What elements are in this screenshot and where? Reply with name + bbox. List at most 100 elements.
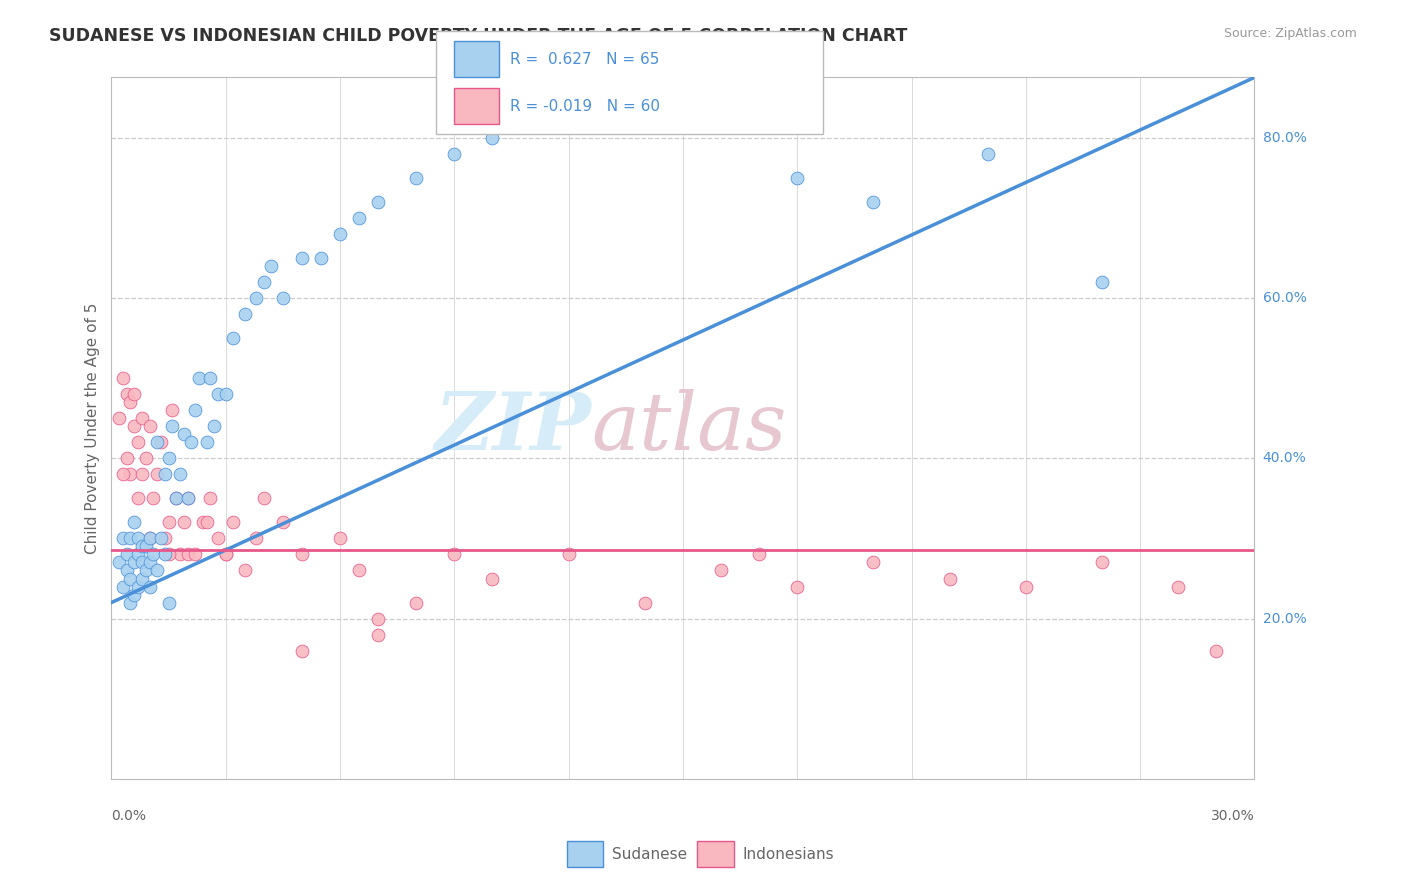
Text: Sudanese: Sudanese: [612, 847, 686, 862]
Point: [138, 532, 160, 546]
Point: [115, 548, 138, 562]
Point: [138, 532, 160, 546]
Point: [634, 596, 657, 610]
Text: 80.0%: 80.0%: [1263, 130, 1306, 145]
Point: [162, 419, 184, 434]
Text: Indonesians: Indonesians: [742, 847, 834, 862]
Point: [253, 275, 276, 289]
Point: [260, 259, 283, 273]
Point: [146, 435, 169, 450]
Point: [329, 532, 352, 546]
Point: [122, 419, 145, 434]
Point: [443, 146, 465, 161]
Point: [142, 548, 165, 562]
Point: [405, 596, 427, 610]
Point: [1091, 556, 1114, 570]
Point: [173, 427, 195, 442]
Point: [153, 548, 176, 562]
Point: [786, 580, 808, 594]
Point: [138, 556, 160, 570]
Point: [131, 467, 153, 482]
Text: 60.0%: 60.0%: [1263, 291, 1306, 305]
Point: [146, 467, 169, 482]
Point: [347, 211, 370, 225]
Text: 20.0%: 20.0%: [1263, 612, 1306, 625]
Point: [122, 556, 145, 570]
Point: [115, 564, 138, 578]
Text: Source: ZipAtlas.com: Source: ZipAtlas.com: [1223, 27, 1357, 40]
Point: [367, 611, 389, 625]
Point: [481, 130, 503, 145]
Point: [271, 291, 294, 305]
Point: [127, 548, 149, 562]
Point: [173, 516, 195, 530]
Point: [191, 516, 214, 530]
Point: [557, 548, 579, 562]
Point: [135, 540, 157, 554]
Point: [291, 251, 314, 265]
Point: [157, 596, 180, 610]
Point: [184, 403, 207, 417]
Point: [111, 371, 134, 385]
Point: [245, 291, 267, 305]
Point: [245, 532, 267, 546]
Point: [131, 556, 153, 570]
Text: SUDANESE VS INDONESIAN CHILD POVERTY UNDER THE AGE OF 5 CORRELATION CHART: SUDANESE VS INDONESIAN CHILD POVERTY UND…: [49, 27, 908, 45]
Point: [195, 435, 218, 450]
Point: [271, 516, 294, 530]
Point: [176, 491, 198, 506]
Point: [108, 556, 131, 570]
Point: [405, 170, 427, 185]
Point: [157, 548, 180, 562]
Point: [149, 435, 172, 450]
Point: [202, 419, 225, 434]
Point: [1205, 643, 1227, 657]
Point: [291, 643, 314, 657]
Point: [127, 580, 149, 594]
Text: R = -0.019   N = 60: R = -0.019 N = 60: [510, 99, 661, 113]
Text: 40.0%: 40.0%: [1263, 451, 1306, 466]
Point: [367, 627, 389, 641]
Point: [135, 451, 157, 466]
Point: [111, 580, 134, 594]
Text: atlas: atlas: [592, 390, 787, 467]
Point: [131, 411, 153, 425]
Point: [200, 491, 222, 506]
Point: [233, 307, 256, 321]
Point: [710, 82, 733, 96]
Point: [115, 451, 138, 466]
Point: [347, 564, 370, 578]
Point: [127, 532, 149, 546]
Point: [157, 516, 180, 530]
Point: [111, 532, 134, 546]
Point: [122, 387, 145, 401]
Point: [291, 548, 314, 562]
Point: [142, 491, 165, 506]
Point: [481, 572, 503, 586]
Point: [120, 572, 142, 586]
Text: ZIP: ZIP: [434, 390, 592, 467]
Point: [233, 564, 256, 578]
Point: [122, 588, 145, 602]
Point: [253, 491, 276, 506]
Point: [111, 467, 134, 482]
Point: [169, 467, 191, 482]
Point: [215, 548, 238, 562]
Point: [786, 170, 808, 185]
Point: [131, 540, 153, 554]
Point: [367, 194, 389, 209]
Point: [329, 227, 352, 241]
Point: [176, 548, 198, 562]
Point: [748, 548, 770, 562]
Point: [557, 114, 579, 128]
Point: [207, 532, 229, 546]
Point: [127, 491, 149, 506]
Point: [443, 548, 465, 562]
Point: [149, 532, 172, 546]
Point: [165, 491, 187, 506]
Point: [127, 435, 149, 450]
Text: 0.0%: 0.0%: [111, 809, 146, 823]
Point: [309, 251, 332, 265]
Point: [1167, 580, 1189, 594]
Point: [162, 403, 184, 417]
